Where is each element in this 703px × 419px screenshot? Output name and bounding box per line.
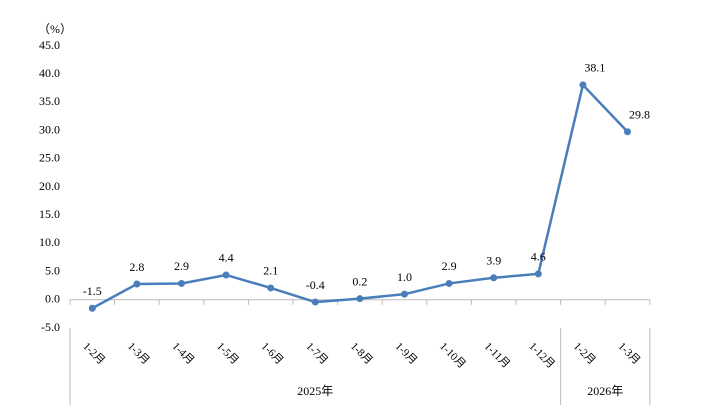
y-tick-label: 30.0 (39, 122, 60, 136)
data-label: -0.4 (306, 278, 325, 292)
y-tick-label: 0.0 (45, 292, 60, 306)
x-tick-label: 1-11月 (482, 340, 512, 370)
unit-label: （%） (38, 22, 72, 36)
y-tick-label: -5.0 (41, 320, 60, 334)
data-label: -1.5 (83, 284, 102, 298)
point (356, 295, 364, 303)
point (579, 81, 587, 89)
data-label: 3.9 (486, 254, 501, 268)
y-tick-label: 5.0 (45, 263, 60, 277)
y-tick-label: 45.0 (39, 38, 60, 52)
point (445, 279, 453, 287)
x-tick-label: 1-8月 (348, 340, 375, 367)
x-tick-label: 1-9月 (393, 340, 420, 367)
data-label: 38.1 (584, 61, 605, 75)
point (401, 290, 408, 298)
y-tick-label: 15.0 (39, 207, 60, 221)
x-tick-label: 1-7月 (303, 340, 330, 367)
point (624, 128, 631, 136)
y-tick-label: 20.0 (39, 179, 60, 193)
data-label: 0.2 (352, 274, 367, 288)
x-tick-label: 1-2月 (571, 340, 598, 367)
point (88, 304, 96, 312)
x-tick-label: 1-4月 (170, 340, 197, 367)
point (178, 279, 185, 287)
point (311, 298, 319, 306)
x-tick-label: 1-12月 (526, 340, 557, 371)
point (267, 284, 275, 292)
data-label: 29.8 (629, 107, 650, 121)
x-tick-label: 1-3月 (616, 340, 643, 367)
data-label: 2.9 (174, 259, 189, 273)
point (222, 271, 230, 279)
y-tick-label: 35.0 (39, 94, 60, 108)
data-label: 2.9 (442, 259, 457, 273)
point (534, 270, 542, 278)
x-tick-label: 1-6月 (259, 340, 286, 367)
data-label: 1.0 (397, 270, 412, 284)
data-label: 4.6 (531, 250, 546, 264)
x-tick-label: 1-3月 (125, 340, 152, 367)
data-label: 2.8 (129, 260, 144, 274)
y-tick-label: 25.0 (39, 151, 60, 165)
data-label: 2.1 (263, 264, 278, 278)
x-tick-label: 1-2月 (80, 340, 107, 367)
x-tick-label: 1-10月 (437, 340, 468, 371)
y-tick-label: 10.0 (39, 235, 60, 249)
x-tick-label: 1-5月 (214, 340, 241, 367)
group-label: 2026年 (587, 384, 623, 398)
data-label: 4.4 (219, 251, 234, 265)
point (133, 280, 141, 288)
group-label: 2025年 (297, 384, 333, 398)
point (490, 274, 498, 282)
y-tick-label: 40.0 (39, 66, 60, 80)
